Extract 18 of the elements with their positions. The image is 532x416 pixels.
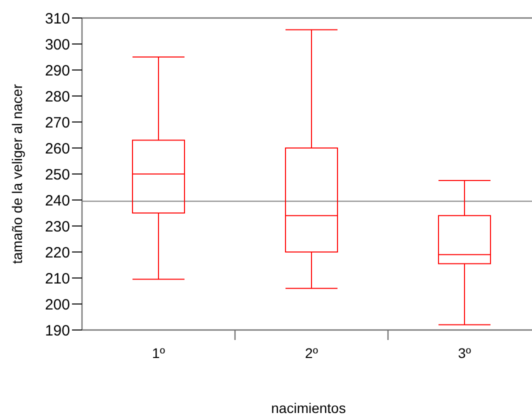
y-tick-label: 210 bbox=[44, 270, 70, 288]
x-tick-label: 3º bbox=[458, 345, 471, 361]
y-tick-label: 190 bbox=[44, 322, 70, 340]
y-tick-label: 200 bbox=[44, 296, 70, 314]
y-tick-label: 280 bbox=[44, 88, 70, 106]
y-tick-label: 220 bbox=[44, 244, 70, 262]
y-axis-title: tamaño de la veliger al nacer bbox=[9, 84, 25, 264]
x-axis-title: nacimientos bbox=[271, 400, 346, 416]
y-tick-label: 300 bbox=[44, 36, 70, 54]
y-tick-label: 290 bbox=[44, 62, 70, 80]
y-tick-label: 310 bbox=[44, 10, 70, 28]
x-tick-label: 1º bbox=[152, 345, 165, 361]
y-tick-label: 240 bbox=[44, 192, 70, 210]
y-tick-label: 250 bbox=[44, 166, 70, 184]
y-tick-label: 230 bbox=[44, 218, 70, 236]
x-tick-label: 2º bbox=[305, 345, 318, 361]
y-tick-label: 270 bbox=[44, 114, 70, 132]
y-tick-label: 260 bbox=[44, 140, 70, 158]
